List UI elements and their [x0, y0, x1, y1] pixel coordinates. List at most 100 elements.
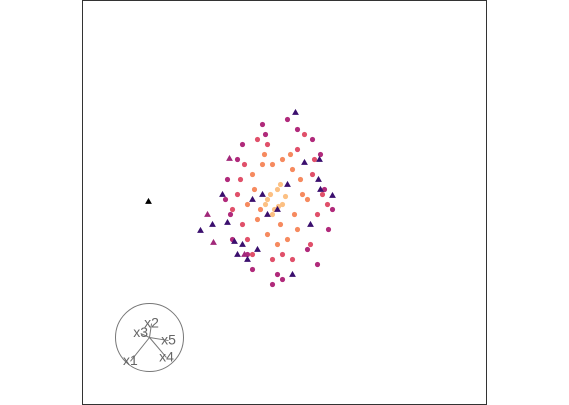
point [317, 151, 324, 158]
point [294, 126, 301, 133]
point [257, 206, 264, 213]
point [254, 136, 261, 143]
point [249, 171, 256, 178]
point [329, 206, 336, 213]
triangle-point [264, 210, 271, 217]
triangle-point [209, 220, 216, 227]
triangle-point [254, 245, 261, 252]
triangle-point [145, 197, 152, 204]
axes-circle [115, 303, 184, 372]
point [277, 221, 284, 228]
point [244, 201, 251, 208]
triangle-point [315, 175, 322, 182]
triangle-point [292, 108, 299, 115]
axis-label: x5 [161, 331, 176, 347]
triangle-point [234, 250, 241, 257]
point [234, 156, 241, 163]
point [309, 171, 316, 178]
axis-label: x4 [159, 348, 174, 364]
point [294, 226, 301, 233]
point [304, 246, 311, 253]
point [282, 193, 289, 200]
point [277, 181, 284, 188]
point [279, 251, 286, 258]
point [264, 196, 271, 203]
point [267, 191, 274, 198]
point [259, 121, 266, 128]
triangle-point [204, 210, 211, 217]
point [279, 201, 286, 208]
point [239, 221, 246, 228]
point [254, 216, 261, 223]
point [314, 261, 321, 268]
point [261, 151, 268, 158]
point [309, 136, 316, 143]
point [249, 251, 256, 258]
triangle-point [224, 218, 231, 225]
triangle-point [226, 154, 233, 161]
point [291, 211, 298, 218]
point [262, 131, 269, 138]
triangle-point [197, 226, 204, 233]
triangle-point [241, 250, 248, 257]
point [234, 191, 241, 198]
plot-border [82, 0, 487, 405]
axis-label: x3 [133, 324, 148, 340]
point [269, 211, 276, 218]
axis-label: x1 [123, 352, 138, 368]
point [307, 241, 314, 248]
point [289, 256, 296, 263]
triangle-point [210, 238, 217, 245]
point [269, 256, 276, 263]
point [227, 211, 234, 218]
point [284, 236, 291, 243]
triangle-point [301, 158, 308, 165]
triangle-point [259, 190, 266, 197]
triangle-point [244, 255, 251, 262]
point [262, 201, 269, 208]
point [284, 116, 291, 123]
axis-line [149, 337, 169, 342]
point [311, 156, 318, 163]
point [259, 161, 266, 168]
point [324, 201, 331, 208]
point [237, 176, 244, 183]
axis-line [130, 337, 150, 362]
triangle-point [307, 220, 314, 227]
point [274, 271, 281, 278]
axis-label: x2 [144, 314, 159, 330]
triangle-point [274, 205, 281, 212]
point [239, 141, 246, 148]
triangle-point [231, 237, 238, 244]
point [241, 161, 248, 168]
triangle-point [284, 180, 291, 187]
triangle-point [249, 195, 256, 202]
point [287, 151, 294, 158]
triangle-point [316, 155, 323, 162]
point [269, 161, 276, 168]
point [301, 131, 308, 138]
point [279, 156, 286, 163]
axis-line [149, 323, 153, 338]
triangle-point [329, 191, 336, 198]
point [274, 186, 281, 193]
point [279, 276, 286, 283]
axis-line [140, 332, 150, 338]
point [229, 206, 236, 213]
axis-line [149, 337, 167, 358]
triangle-point [289, 270, 296, 277]
point [299, 191, 306, 198]
point [319, 191, 326, 198]
point [222, 196, 229, 203]
point [325, 226, 332, 233]
point [294, 146, 301, 153]
point [297, 176, 304, 183]
point [264, 141, 271, 148]
point [224, 176, 231, 183]
point [304, 196, 311, 203]
triangle-point [317, 185, 324, 192]
point [251, 186, 258, 193]
triangle-point [219, 190, 226, 197]
